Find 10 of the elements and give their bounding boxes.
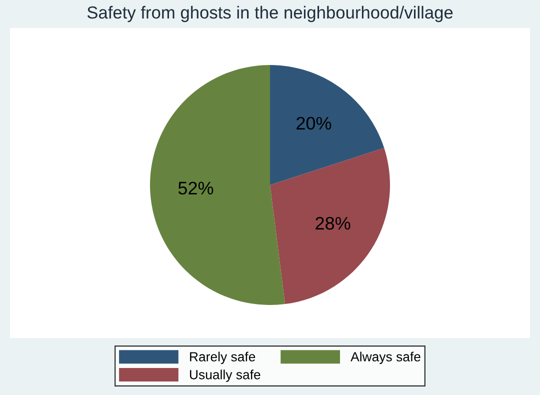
pie-slice [270,65,384,185]
data-label: 20% [296,116,332,130]
data-label: 28% [316,216,350,230]
pie-slice [270,148,390,304]
legend-label: Always safe [350,352,420,364]
data-label: 52% [178,182,214,195]
pie-slice [150,65,286,305]
legend-label: Rarely safe [190,352,256,364]
chart-title: Safety from ghosts in the neighbourhood/village [87,6,453,22]
legend-label: Usually safe [190,370,260,382]
